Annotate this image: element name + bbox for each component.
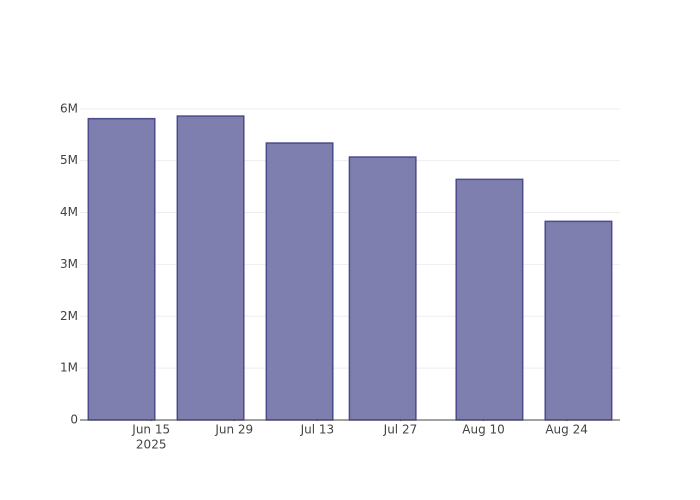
y-tick-label: 5M xyxy=(60,153,78,167)
y-tick-label: 3M xyxy=(60,257,78,271)
y-tick-label: 0 xyxy=(70,413,78,427)
x-tick-label: Jun 29 xyxy=(214,423,253,437)
x-tick-label: Aug 24 xyxy=(545,423,588,437)
bar xyxy=(544,220,613,421)
y-tick-label: 4M xyxy=(60,205,78,219)
bar xyxy=(176,115,245,421)
x-tick-label: Jul 13 xyxy=(300,423,335,437)
bar xyxy=(265,142,334,421)
x-tick-year: 2025 xyxy=(136,438,167,452)
bar xyxy=(348,156,417,421)
x-tick-label: Aug 10 xyxy=(462,423,505,437)
x-tick-label: Jun 15 xyxy=(131,423,170,437)
x-tick-label: Jul 27 xyxy=(383,423,418,437)
bar xyxy=(87,117,156,421)
y-tick-label: 1M xyxy=(60,361,78,375)
y-tick-label: 6M xyxy=(60,101,78,115)
bar xyxy=(455,178,524,421)
y-tick-label: 2M xyxy=(60,309,78,323)
